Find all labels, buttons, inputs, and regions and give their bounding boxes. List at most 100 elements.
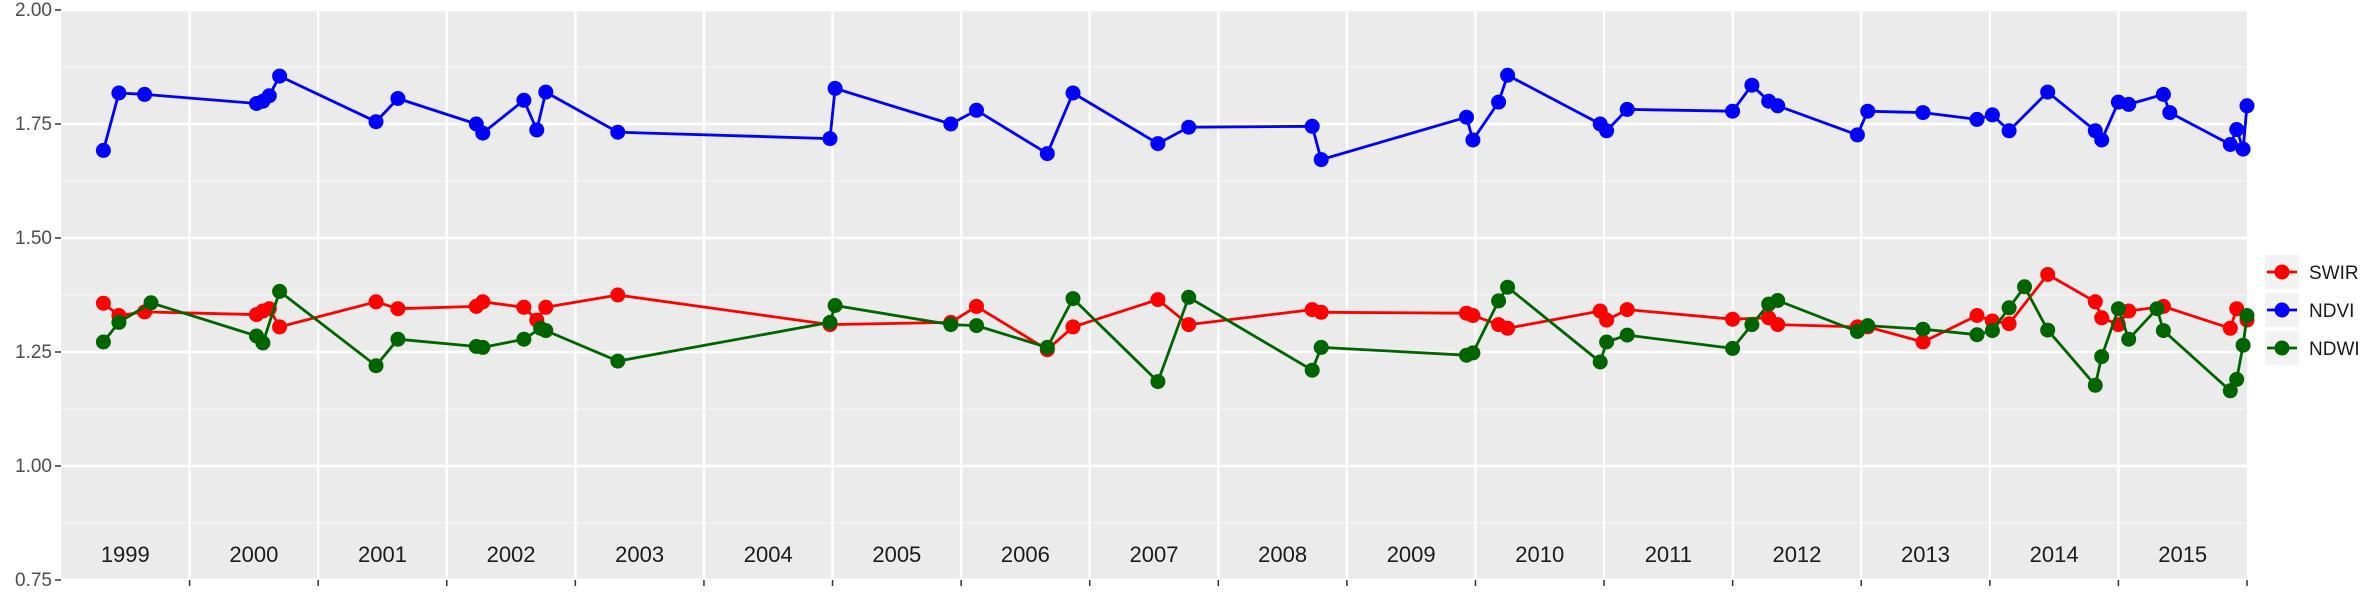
data-point-ndvi (610, 124, 626, 140)
data-point-ndwi (1465, 345, 1481, 361)
data-point-ndvi (2001, 123, 2017, 139)
data-point-swir (2087, 294, 2103, 310)
legend-label-ndwi: NDWI (2309, 339, 2360, 360)
data-point-ndwi (2235, 337, 2251, 353)
data-point-ndvi (1744, 77, 1760, 93)
grid-major (61, 8, 2247, 582)
data-point-ndwi (2110, 301, 2126, 317)
legend-label-ndvi: NDVI (2309, 301, 2354, 322)
data-point-swir (1313, 304, 1329, 320)
data-point-swir (1500, 320, 1516, 336)
y-tick-label: 1.25 (15, 342, 52, 363)
data-point-ndvi (969, 102, 984, 118)
data-point-swir (368, 294, 384, 310)
data-point-ndvi (272, 68, 288, 84)
data-point-ndvi (2040, 84, 2056, 100)
data-point-ndwi (1500, 279, 1516, 295)
data-point-ndvi (1984, 107, 2000, 123)
year-label: 2015 (2158, 542, 2207, 567)
data-point-ndvi (390, 91, 406, 106)
data-point-swir (610, 287, 626, 303)
data-point-ndvi (1313, 152, 1329, 168)
data-point-ndwi (1065, 291, 1081, 307)
data-point-ndwi (1969, 327, 1985, 343)
data-point-ndvi (1500, 67, 1516, 83)
data-point-ndwi (1599, 334, 1615, 350)
data-point-ndvi (2155, 86, 2171, 102)
data-point-ndwi (827, 298, 843, 313)
y-tick-label: 1.75 (15, 114, 52, 135)
year-label: 2005 (872, 542, 921, 567)
data-point-swir (516, 299, 532, 315)
data-point-ndwi (2222, 383, 2238, 399)
data-point-ndwi (2121, 331, 2137, 347)
data-point-ndwi (2155, 323, 2171, 339)
data-point-swir (2001, 316, 2017, 332)
year-label: 2001 (358, 542, 407, 567)
data-point-ndvi (1849, 127, 1865, 143)
data-point-ndwi (2094, 349, 2110, 365)
year-label: 2014 (2030, 542, 2079, 567)
data-point-ndwi (1984, 323, 2000, 339)
data-point-ndwi (1039, 339, 1055, 355)
data-point-ndwi (538, 323, 554, 339)
data-point-swir (1599, 312, 1615, 328)
data-point-ndvi (2162, 105, 2178, 121)
data-point-ndvi (1039, 146, 1055, 162)
series-layer (95, 67, 2255, 399)
data-point-swir (1065, 319, 1081, 335)
data-point-ndvi (1304, 118, 1320, 134)
y-tick-label: 2.00 (15, 0, 52, 21)
data-point-ndvi (2121, 96, 2137, 112)
data-point-ndwi (1491, 293, 1507, 309)
year-label: 2007 (1130, 542, 1179, 567)
data-point-ndwi (255, 335, 271, 351)
data-point-ndwi (1915, 321, 1931, 337)
year-label: 2012 (1772, 542, 1821, 567)
data-point-ndwi (943, 317, 959, 333)
data-point-ndwi (2040, 322, 2056, 338)
legend-key-point (2274, 264, 2290, 280)
data-point-ndvi (1491, 94, 1507, 110)
data-point-ndvi (2235, 141, 2251, 157)
data-point-ndwi (610, 353, 626, 369)
data-point-swir (1725, 311, 1741, 327)
data-point-ndwi (95, 334, 111, 350)
data-point-ndwi (1150, 374, 1166, 390)
year-label: 2003 (615, 542, 664, 567)
year-label: 2002 (487, 542, 536, 567)
data-point-ndwi (2001, 300, 2017, 316)
data-point-ndvi (1465, 132, 1481, 148)
data-point-ndwi (1313, 339, 1329, 355)
data-point-swir (1915, 334, 1931, 350)
legend-label-swir: SWIR (2309, 263, 2359, 284)
data-point-swir (1619, 302, 1635, 318)
data-point-ndvi (516, 92, 532, 108)
y-axis: 0.75 1.00 1.25 1.50 1.75 2.00 (15, 0, 61, 591)
data-point-swir (1969, 308, 1985, 323)
data-point-ndvi (1770, 98, 1786, 114)
data-point-swir (1181, 317, 1197, 333)
data-point-ndvi (822, 131, 838, 147)
data-point-ndvi (475, 125, 491, 141)
data-point-ndwi (1744, 317, 1760, 333)
data-point-ndvi (1065, 85, 1081, 101)
data-point-ndvi (2239, 98, 2255, 114)
data-point-ndwi (1770, 293, 1786, 308)
data-point-ndvi (137, 86, 153, 102)
data-point-ndwi (1181, 289, 1197, 305)
data-point-ndwi (475, 339, 491, 355)
data-point-swir (538, 299, 554, 315)
data-point-ndvi (943, 116, 959, 132)
data-point-ndwi (143, 295, 159, 311)
y-tick-label: 1.00 (15, 456, 52, 477)
data-point-swir (2040, 267, 2056, 282)
data-point-swir (95, 295, 111, 311)
data-point-ndwi (1304, 362, 1320, 378)
data-point-swir (1770, 317, 1786, 333)
data-point-ndwi (368, 358, 384, 374)
data-point-ndwi (1592, 354, 1608, 370)
data-point-ndvi (1860, 103, 1876, 119)
y-tick-label: 1.50 (15, 228, 52, 249)
data-point-ndvi (1725, 103, 1741, 119)
